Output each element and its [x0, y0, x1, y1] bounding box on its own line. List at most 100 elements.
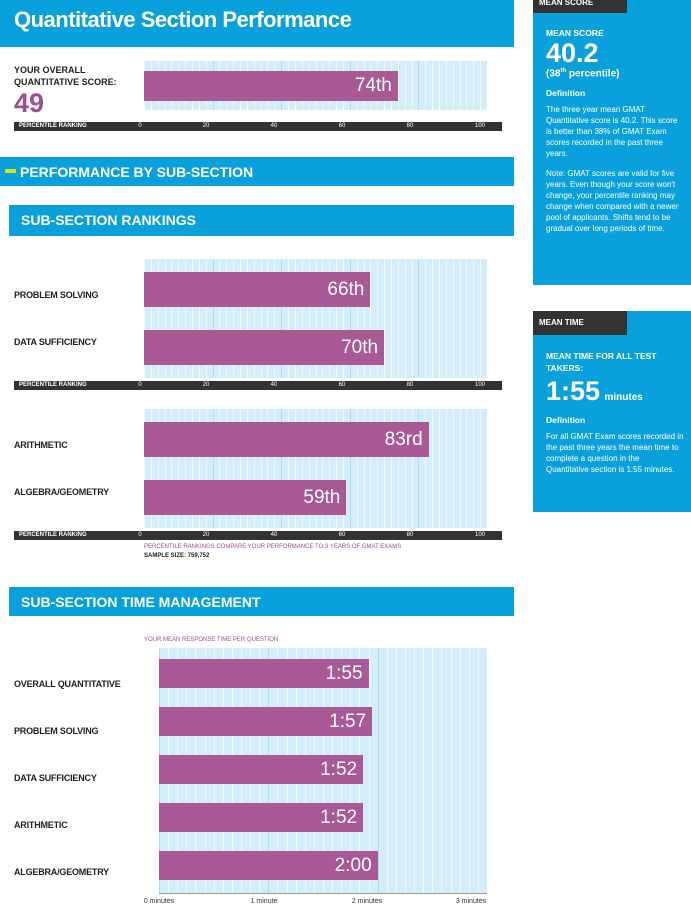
accent-dash	[5, 169, 16, 173]
gridline	[192, 409, 194, 528]
axis-tick-100: 100	[474, 532, 486, 538]
gridline	[253, 409, 255, 528]
axis-tick-60: 60	[338, 532, 346, 538]
axis-tick-40: 40	[270, 382, 278, 388]
gridline	[322, 259, 324, 378]
gridline	[432, 648, 434, 893]
time-bar-label: 1:55	[325, 663, 363, 684]
gridline	[315, 259, 317, 378]
gridline	[178, 409, 180, 528]
gridline	[267, 409, 269, 528]
gridline	[445, 409, 447, 528]
gridline	[395, 648, 397, 893]
mean-score-percentile-sup: th	[560, 68, 567, 74]
gridline	[185, 259, 187, 378]
gridline	[390, 259, 392, 378]
gridline	[274, 259, 276, 378]
overall-score-label: YOUR OVERALL QUANTITATIVE SCORE:	[14, 64, 124, 88]
mean-score-value: 40.2	[546, 38, 599, 68]
gridline	[157, 409, 159, 528]
gridline	[226, 409, 228, 528]
rank-bar-label: 66th	[327, 279, 365, 300]
axis-tick-20: 20	[202, 532, 210, 538]
performance-header-text: PERFORMANCE BY SUB-SECTION	[20, 164, 254, 180]
time-bar-data-sufficiency: 1:52	[159, 755, 364, 784]
axis-tick-80: 80	[406, 382, 414, 388]
time-bar-algebra-geometry: 2:00	[159, 851, 378, 880]
axis-tick-60: 60	[338, 382, 346, 388]
gridline	[466, 61, 468, 110]
gridline	[459, 648, 461, 893]
gridline	[384, 409, 386, 528]
gridline	[192, 259, 194, 378]
gridline	[294, 409, 296, 528]
mean-score-definition-heading: Definition	[546, 88, 586, 99]
overall-score-label-line2: QUANTITATIVE SCORE:	[14, 77, 117, 87]
gridline	[219, 259, 221, 378]
gridline	[384, 259, 386, 378]
gridline	[432, 61, 434, 110]
axis-tick-0: 0	[138, 382, 142, 388]
time-bar-overall-quantitative: 1:55	[159, 659, 369, 688]
gridline	[178, 259, 180, 378]
time-tick-1: 1 minute	[250, 898, 278, 905]
overall-score-label-line1: YOUR OVERALL	[14, 65, 86, 75]
gridline	[308, 259, 310, 378]
axis-tick-20: 20	[202, 123, 210, 129]
gridline	[198, 259, 200, 378]
gridline	[411, 259, 413, 378]
mean-score-tab: MEAN SCORE	[533, 0, 627, 13]
mean-score-note: Note: GMAT scores are valid for five yea…	[546, 169, 679, 234]
gridline	[445, 61, 447, 110]
rank-bar-data-sufficiency: 70th	[144, 330, 385, 365]
gridline	[356, 409, 358, 528]
gridline	[246, 259, 248, 378]
axis-tick-80: 80	[406, 123, 414, 129]
gridline	[466, 409, 468, 528]
gridline	[377, 648, 379, 893]
gridline	[452, 259, 454, 378]
overall-plot: 74th	[144, 61, 487, 110]
gridline	[363, 259, 365, 378]
rank-bar-algebra-geometry: 59th	[144, 480, 347, 515]
time-bar-label: 2:00	[334, 855, 372, 876]
gridline	[171, 409, 173, 528]
mean-time-panel: MEAN TIME MEAN TIME FOR ALL TEST TAKERS:…	[533, 311, 691, 512]
gridline	[370, 259, 372, 378]
gridline	[432, 409, 434, 528]
axis-tick-100: 100	[474, 382, 486, 388]
gridline	[294, 259, 296, 378]
time-header: SUB-SECTION TIME MANAGEMENT	[9, 587, 514, 616]
axis-tick-40: 40	[270, 532, 278, 538]
gridline	[212, 259, 214, 378]
time-label-problem-solving: PROBLEM SOLVING	[14, 726, 99, 736]
time-bar-label: 1:57	[329, 711, 367, 732]
gridline	[432, 259, 434, 378]
gridline	[390, 409, 392, 528]
mean-score-definition: The three year mean GMAT Quantitative sc…	[546, 105, 678, 159]
axis-tick-40: 40	[270, 123, 278, 129]
rankings-plot-2: 83rd 59th	[144, 409, 487, 528]
rank-label-data-sufficiency: DATA SUFFICIENCY	[14, 337, 97, 347]
gridline	[468, 648, 470, 893]
gridline	[438, 409, 440, 528]
rank-bar-arithmetic: 83rd	[144, 422, 429, 457]
gridline	[425, 61, 427, 110]
rank-bar-problem-solving: 66th	[144, 272, 371, 307]
gridline	[260, 259, 262, 378]
time-subtitle: YOUR MEAN RESPONSE TIME PER QUESTION	[144, 637, 279, 643]
gridline	[260, 409, 262, 528]
rankings-axis-1-name: PERCENTILE RANKING	[19, 382, 87, 388]
rankings-axis-2-name: PERCENTILE RANKING	[19, 532, 87, 538]
gridline	[438, 259, 440, 378]
time-bar-problem-solving: 1:57	[159, 707, 373, 736]
gridline	[363, 409, 365, 528]
gridline	[452, 61, 454, 110]
gridline	[473, 259, 475, 378]
gridline	[473, 61, 475, 110]
gridline	[450, 648, 452, 893]
gridline	[349, 259, 351, 378]
overall-bar: 74th	[144, 71, 398, 101]
gridline	[308, 409, 310, 528]
gridline	[205, 409, 207, 528]
